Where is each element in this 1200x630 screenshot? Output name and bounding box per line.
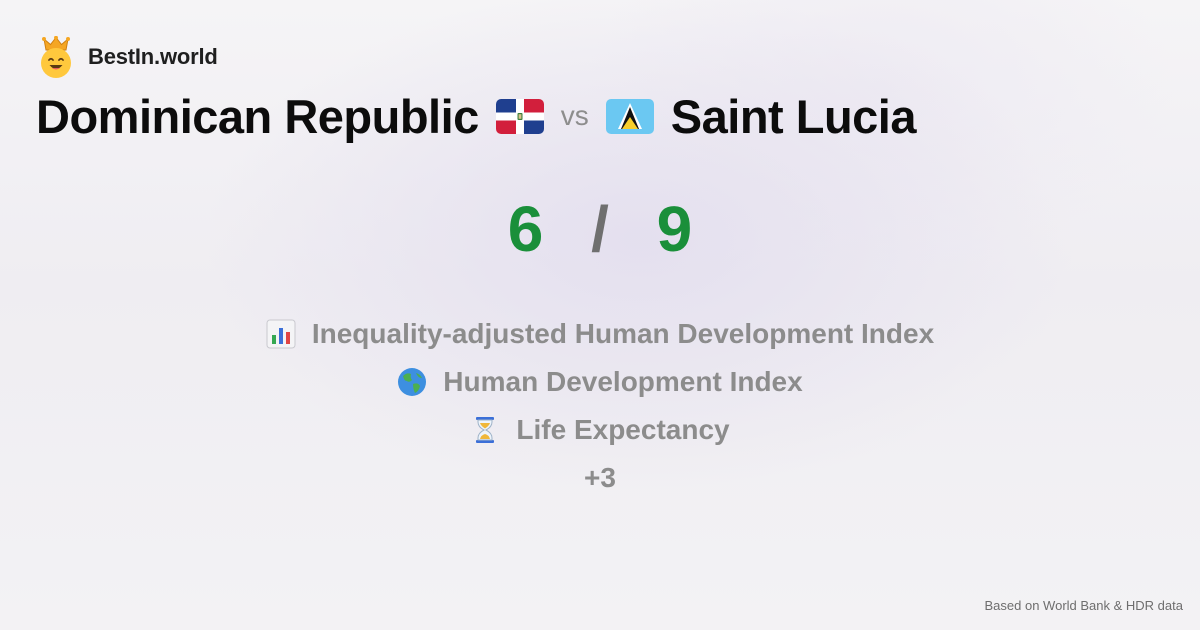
score-separator: / <box>591 193 609 265</box>
score-display: 6 / 9 <box>0 192 1200 266</box>
brand-header[interactable]: BestIn.world <box>38 36 218 78</box>
right-country-name: Saint Lucia <box>670 89 917 143</box>
globe-icon <box>398 368 427 396</box>
data-source-note: Based on World Bank & HDR data <box>984 598 1183 613</box>
metric-item-life-expectancy[interactable]: Life Expectancy <box>0 406 1200 454</box>
saint-lucia-flag-icon <box>605 98 654 134</box>
metric-item-hdi[interactable]: Human Development Index <box>0 358 1200 406</box>
dominican-republic-flag-icon <box>495 98 544 134</box>
vs-label: vs <box>560 100 589 131</box>
crown-smiley-icon <box>41 36 71 78</box>
metric-label: Human Development Index <box>443 366 803 397</box>
metric-label: Inequality-adjusted Human Development In… <box>311 318 935 349</box>
metric-item-ihdi[interactable]: Inequality-adjusted Human Development In… <box>0 310 1200 358</box>
comparison-title: Dominican Republic vs Saint Lucia <box>36 86 917 146</box>
brand-name: BestIn.world <box>88 44 218 69</box>
left-score: 6 <box>507 193 544 265</box>
left-country-name: Dominican Republic <box>36 89 479 143</box>
more-metrics[interactable]: +3 <box>0 454 1200 502</box>
metrics-list: Inequality-adjusted Human Development In… <box>0 310 1200 502</box>
right-score: 9 <box>656 193 693 265</box>
bar-chart-icon <box>266 319 296 349</box>
hourglass-icon <box>476 417 495 443</box>
metric-label: Life Expectancy <box>516 414 730 445</box>
more-count: +3 <box>584 462 616 493</box>
